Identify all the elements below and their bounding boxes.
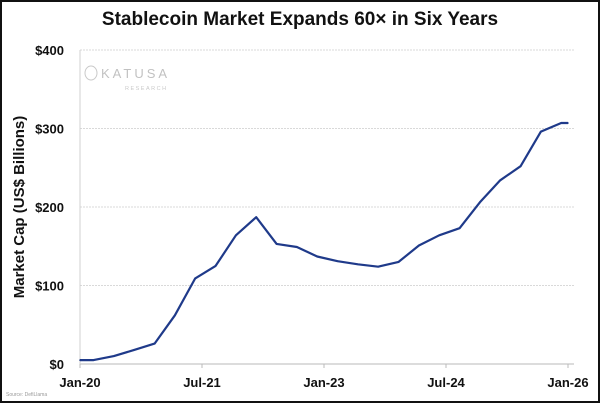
data-point bbox=[113, 355, 115, 357]
x-tick-label: Jul-21 bbox=[183, 375, 221, 390]
y-tick-label: $400 bbox=[35, 43, 64, 58]
data-point bbox=[458, 227, 461, 229]
data-point bbox=[377, 265, 380, 268]
data-point bbox=[133, 349, 136, 351]
chart-title: Stablecoin Market Expands 60× in Six Yea… bbox=[101, 9, 499, 30]
data-point bbox=[194, 277, 197, 280]
data-point bbox=[316, 255, 319, 258]
data-point bbox=[92, 359, 95, 361]
data-point bbox=[153, 342, 156, 345]
katusa-logo: KATUSA RESEARCH bbox=[84, 65, 170, 92]
logo-text: KATUSA bbox=[101, 66, 170, 81]
data-point bbox=[214, 265, 217, 267]
lightbulb-icon bbox=[84, 65, 98, 81]
data-point bbox=[174, 314, 176, 317]
logo-subtext: RESEARCH bbox=[125, 86, 168, 92]
data-point bbox=[296, 246, 298, 248]
data-point bbox=[79, 359, 81, 361]
x-tick-label: Jan-20 bbox=[59, 375, 100, 390]
data-point bbox=[357, 263, 359, 266]
data-point bbox=[560, 122, 563, 124]
source-note: Source: DefiLlama bbox=[6, 392, 48, 398]
data-point bbox=[499, 179, 502, 182]
y-axis-label: Market Cap (US$ Billions) bbox=[11, 116, 28, 299]
y-tick-label: $100 bbox=[35, 279, 64, 294]
data-point bbox=[418, 244, 420, 247]
data-point bbox=[275, 243, 278, 245]
y-tick-label: $0 bbox=[50, 357, 64, 372]
data-point bbox=[567, 122, 569, 124]
x-tick-label: Jan-23 bbox=[303, 375, 344, 390]
data-point bbox=[397, 261, 400, 263]
data-point bbox=[519, 165, 522, 167]
data-point bbox=[336, 260, 339, 262]
x-tick-label: Jan-26 bbox=[547, 375, 588, 390]
y-tick-label: $300 bbox=[35, 122, 64, 137]
data-point bbox=[255, 216, 258, 219]
data-point bbox=[540, 130, 542, 133]
y-tick-label: $200 bbox=[35, 200, 64, 215]
x-tick-label: Jul-24 bbox=[427, 375, 465, 390]
data-point bbox=[479, 201, 481, 204]
data-point bbox=[235, 234, 237, 237]
data-point bbox=[438, 234, 441, 237]
series-line bbox=[80, 121, 568, 362]
